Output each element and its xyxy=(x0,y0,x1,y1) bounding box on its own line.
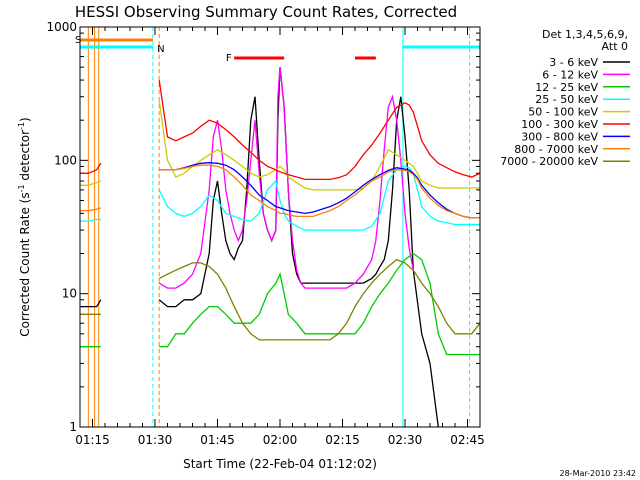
legend-label: 300 - 800 keV xyxy=(521,130,598,143)
legend-label: 7000 - 20000 keV xyxy=(500,155,598,168)
y-tick-label: 10 xyxy=(62,287,77,301)
legend-label: 50 - 100 keV xyxy=(528,106,598,119)
tick-labels: 01:15 01:30 01:45 02:00 02:15 02:30 02:45 1 10 10… xyxy=(46,20,484,447)
series-line xyxy=(159,252,480,356)
x-tick-label: 02:45 xyxy=(450,433,485,447)
series-line xyxy=(158,258,481,341)
chart-title: HESSI Observing Summary Count Rates, Cor… xyxy=(75,3,457,21)
y-axis-label-main: Corrected Count Rate (s xyxy=(18,192,32,336)
x-tick-label: 01:30 xyxy=(138,433,173,447)
series-line xyxy=(158,67,414,289)
x-tick-label: 01:15 xyxy=(75,433,110,447)
footer-date: 28-Mar-2010 23:42 xyxy=(560,469,637,478)
legend-label: 800 - 7000 keV xyxy=(514,143,598,156)
legend-header-2: Att 0 xyxy=(602,40,628,53)
x-axis-label: Start Time (22-Feb-04 01:12:02) xyxy=(183,457,377,471)
series-line xyxy=(80,180,102,186)
y-axis-label-end: ) xyxy=(18,117,32,122)
flag-label-f: F xyxy=(226,53,232,64)
series-lines xyxy=(80,67,481,428)
legend-label: 3 - 6 keV xyxy=(549,56,598,69)
legend-label: 6 - 12 keV xyxy=(542,68,598,81)
x-tick-label: 02:15 xyxy=(325,433,360,447)
series-line xyxy=(158,80,481,181)
y-tick-label: 1 xyxy=(69,420,77,434)
vertical-lines xyxy=(79,27,471,427)
y-axis-label-sup2: -1 xyxy=(17,122,26,130)
flag-bars: S N F xyxy=(75,35,480,64)
series-line xyxy=(80,162,102,174)
x-tick-label: 02:30 xyxy=(388,433,423,447)
x-tick-label: 02:00 xyxy=(263,433,298,447)
legend-label: 25 - 50 keV xyxy=(535,93,598,106)
flag-label-s: S xyxy=(75,35,81,46)
series-line xyxy=(80,299,102,308)
series-line xyxy=(80,218,101,222)
tick-marks xyxy=(79,27,481,428)
x-tick-label: 01:45 xyxy=(200,433,235,447)
series-line xyxy=(159,164,480,219)
legend-label: 100 - 300 keV xyxy=(521,118,598,131)
y-tick-label: 1000 xyxy=(46,20,77,34)
series-line xyxy=(159,162,480,219)
plot-frame xyxy=(79,26,481,428)
y-axis-label: Corrected Count Rate (s-1 detector-1) xyxy=(17,117,32,336)
legend-label: 12 - 25 keV xyxy=(535,81,598,94)
legend-header-1: Det 1,3,4,5,6,9, xyxy=(542,28,628,41)
series-line xyxy=(80,207,101,212)
flag-label-n: N xyxy=(157,44,164,55)
series-line xyxy=(158,100,480,191)
y-axis-label-mid: detector xyxy=(18,130,32,185)
y-axis-label-sup1: -1 xyxy=(17,184,26,192)
series-line xyxy=(158,165,480,231)
y-tick-label: 100 xyxy=(54,153,77,167)
